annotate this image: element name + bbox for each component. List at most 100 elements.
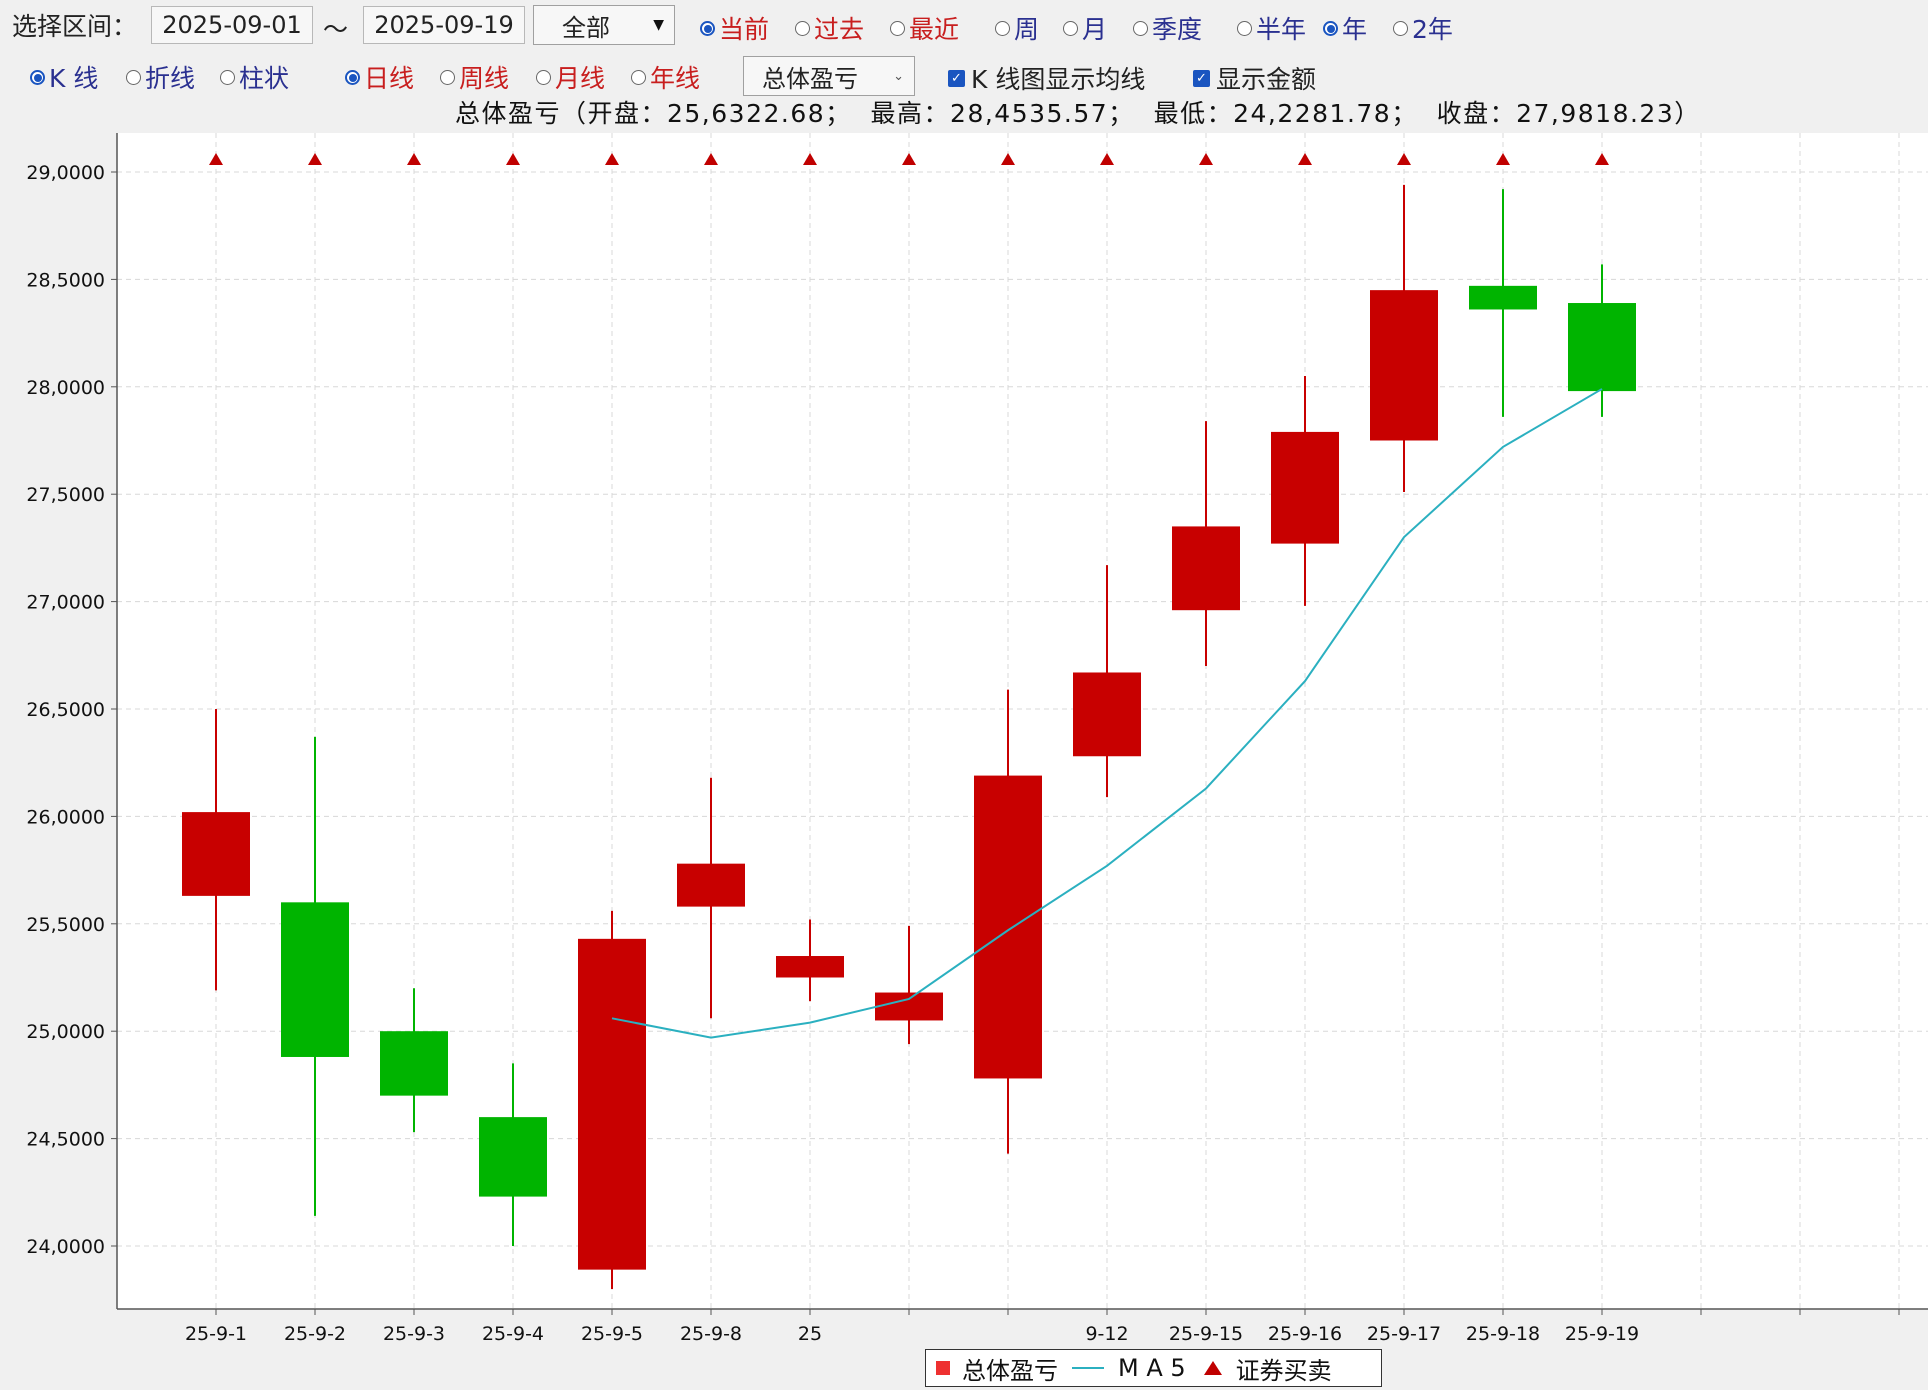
interval-radio-1[interactable]: 周线: [440, 59, 509, 95]
legend-swatch-red: [936, 1361, 950, 1375]
chevron-down-icon: ⌄: [893, 68, 904, 84]
candles: [182, 184, 1636, 1289]
chart-type-radio-2[interactable]: 柱状: [220, 59, 289, 95]
show-ma-label: K 线图显示均线: [971, 65, 1146, 94]
radio-empty-icon: [995, 20, 1010, 36]
x-tick-label: 25-9-17: [1367, 1323, 1441, 1345]
legend-item-series: 总体盈亏: [936, 1351, 1058, 1386]
x-tick-label: 25-9-1: [185, 1323, 247, 1345]
period-radio-6[interactable]: 半年: [1237, 10, 1306, 46]
period-radio-8[interactable]: 2年: [1393, 10, 1453, 46]
trade-marker: [1199, 153, 1213, 165]
candle-body: [182, 812, 250, 896]
radio-empty-icon: [1393, 20, 1408, 36]
radio-selected-icon: [30, 69, 45, 85]
candle-body: [380, 1031, 448, 1096]
x-tick-label: 25-9-4: [482, 1323, 544, 1345]
trade-marker: [1595, 153, 1609, 165]
candle-25-9-15: [1172, 421, 1240, 667]
chart-type-radio-1[interactable]: 折线: [126, 59, 195, 95]
chart-type-radio-label: K 线: [49, 64, 99, 93]
plot-area: [117, 133, 1928, 1309]
interval-radio-label: 年线: [650, 64, 701, 93]
candle-25-9-5: [578, 910, 646, 1289]
trade-marker: [605, 153, 619, 165]
trade-marker: [1298, 153, 1312, 165]
date-to-field[interactable]: 2025-09-19: [363, 6, 525, 44]
candle-body: [578, 938, 646, 1270]
x-tick-label: 25: [798, 1323, 822, 1345]
radio-selected-icon: [1323, 20, 1338, 36]
chart-legend: 总体盈亏 M A 5 证券买卖: [925, 1349, 1382, 1387]
date-from-field[interactable]: 2025-09-01: [151, 6, 313, 44]
chart-type-radio-label: 柱状: [239, 64, 290, 93]
y-tick-label: 28,0000: [26, 377, 105, 399]
candle-25-9-16: [1271, 376, 1339, 606]
legend-ma-label: M A 5: [1118, 1354, 1186, 1382]
radio-empty-icon: [536, 69, 551, 85]
interval-radio-3[interactable]: 年线: [631, 59, 700, 95]
candle-25-9-8: [677, 777, 745, 1019]
legend-series-label: 总体盈亏: [962, 1356, 1058, 1385]
candle-25-9-12: [1073, 565, 1141, 798]
x-tick-label: 25-9-3: [383, 1323, 445, 1345]
candle-body: [875, 992, 943, 1021]
candle-body: [1370, 290, 1438, 441]
show-amount-label: 显示金额: [1216, 65, 1317, 94]
x-tick-label: 25-9-15: [1169, 1323, 1243, 1345]
radio-empty-icon: [220, 69, 235, 85]
x-tick-label: 25-9-16: [1268, 1323, 1342, 1345]
period-radio-2[interactable]: 最近: [890, 10, 959, 46]
period-radio-0[interactable]: 当前: [700, 10, 769, 46]
period-radio-label: 季度: [1152, 15, 1203, 44]
trade-marker: [1001, 153, 1015, 165]
y-tick-label: 26,5000: [26, 699, 105, 721]
candle-25-9-9: [776, 919, 844, 1002]
chart-type-radio-0[interactable]: K 线: [30, 59, 98, 95]
candle-body: [281, 902, 349, 1057]
period-radio-label: 过去: [814, 15, 865, 44]
metric-select[interactable]: 总体盈亏 ⌄: [743, 56, 915, 96]
legend-triangle-icon: [1203, 1361, 1222, 1375]
scope-select[interactable]: 全部 ▼: [533, 5, 675, 45]
radio-empty-icon: [1063, 20, 1078, 36]
candle-body: [1172, 526, 1240, 611]
y-tick-label: 25,0000: [26, 1021, 105, 1043]
candle-body: [1469, 285, 1537, 310]
show-amount-checkbox[interactable]: ✓ 显示金额: [1193, 60, 1316, 96]
trade-marker: [506, 153, 520, 165]
radio-empty-icon: [1133, 20, 1148, 36]
interval-radio-2[interactable]: 月线: [536, 59, 605, 95]
period-radio-3[interactable]: 周: [995, 10, 1039, 46]
candle-body: [1073, 672, 1141, 757]
candle-body: [1568, 303, 1636, 392]
period-radio-1[interactable]: 过去: [795, 10, 864, 46]
candle-25-9-1: [182, 709, 250, 991]
y-tick-label: 28,5000: [26, 269, 105, 291]
show-ma-checkbox[interactable]: ✓ K 线图显示均线: [948, 60, 1145, 96]
radio-selected-icon: [700, 20, 715, 36]
x-tick-label: 25-9-18: [1466, 1323, 1540, 1345]
metric-select-value: 总体盈亏: [762, 64, 858, 93]
period-radio-label: 最近: [909, 15, 960, 44]
period-radio-label: 年: [1342, 15, 1368, 44]
period-radio-5[interactable]: 季度: [1133, 10, 1202, 46]
trade-marker: [308, 153, 322, 165]
y-tick-label: 25,5000: [26, 914, 105, 936]
period-radio-4[interactable]: 月: [1063, 10, 1107, 46]
y-tick-label: 26,0000: [26, 806, 105, 828]
candle-body: [974, 775, 1042, 1079]
interval-radio-0[interactable]: 日线: [345, 59, 414, 95]
legend-item-ma: M A 5: [1072, 1354, 1186, 1382]
trade-marker: [1100, 153, 1114, 165]
x-tick-label: 25-9-19: [1565, 1323, 1639, 1345]
radio-selected-icon: [345, 69, 360, 85]
trade-marker: [803, 153, 817, 165]
period-radio-label: 2年: [1412, 15, 1453, 44]
period-radio-7[interactable]: 年: [1323, 10, 1367, 46]
x-tick-label: 9-12: [1085, 1323, 1128, 1345]
checkbox-checked-icon: ✓: [1193, 69, 1210, 87]
dropdown-arrow-icon: ▼: [653, 17, 664, 33]
candle-25-9-10: [875, 925, 943, 1045]
scope-select-value: 全部: [562, 13, 610, 42]
